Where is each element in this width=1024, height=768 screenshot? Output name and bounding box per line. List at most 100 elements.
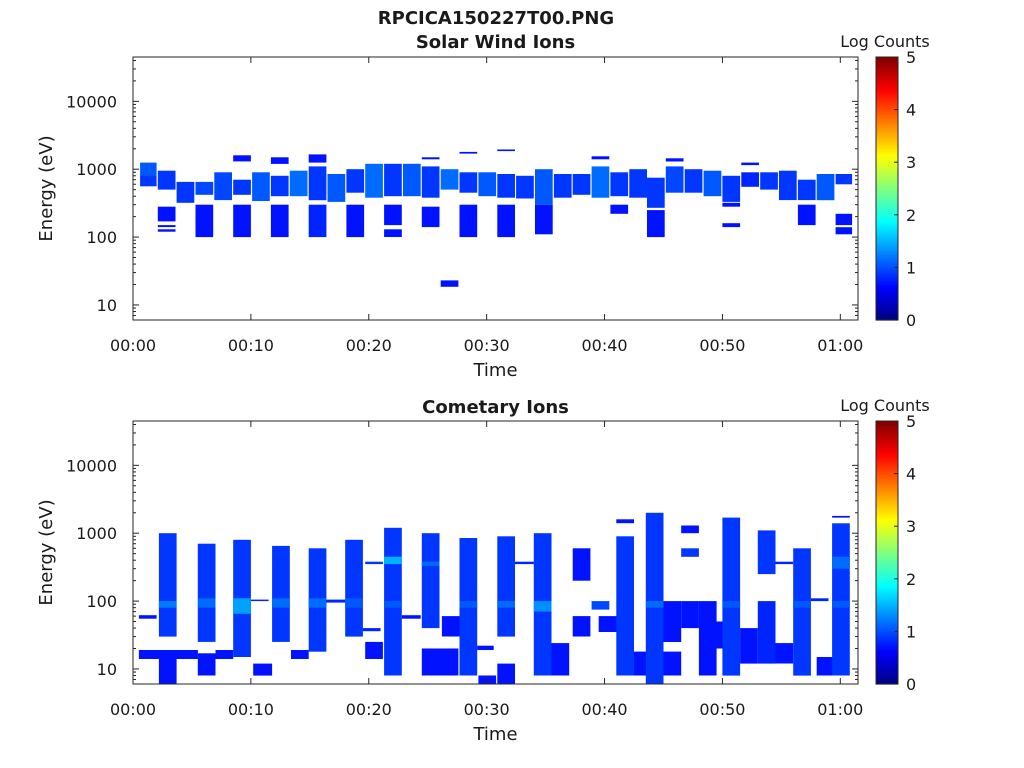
colorbar-band <box>876 116 898 119</box>
heatmap-cell <box>459 172 478 193</box>
colorbar-band <box>876 657 898 661</box>
colorbar-label: Log Counts <box>840 32 930 51</box>
heatmap-cell <box>797 204 816 226</box>
heatmap-cell <box>779 170 797 201</box>
colorbar-band <box>876 616 898 619</box>
heatmap-cell <box>516 175 534 199</box>
colorbar-band <box>876 160 898 163</box>
heatmap-cell <box>140 175 157 187</box>
heatmap-cell <box>572 548 591 581</box>
colorbar-band <box>876 679 898 683</box>
colorbar-band <box>876 440 898 444</box>
heatmap-cell <box>421 206 440 228</box>
heatmap-cells <box>138 512 850 684</box>
heatmap-cell <box>421 561 440 566</box>
heatmap-cell <box>459 151 478 154</box>
colorbar-band <box>876 524 898 527</box>
heatmap-cell <box>665 158 684 162</box>
colorbar-band <box>876 107 898 111</box>
colorbar-band <box>876 515 898 519</box>
colorbar-band <box>876 127 898 130</box>
colorbar-band <box>876 609 898 613</box>
colorbar-band <box>876 175 898 179</box>
colorbar-band <box>876 164 898 168</box>
colorbar-band <box>876 526 898 529</box>
heatmap-cell <box>384 556 402 565</box>
colorbar-band <box>876 677 898 681</box>
colorbar-band <box>876 300 898 304</box>
heatmap-cell <box>421 157 440 160</box>
colorbar-band <box>876 98 898 102</box>
heatmap-cell <box>816 657 835 676</box>
heatmap-cell <box>835 213 853 226</box>
heatmap-cell <box>797 179 816 201</box>
colorbar-band <box>876 113 898 117</box>
colorbar-band <box>876 467 898 470</box>
heatmap-cell <box>345 598 363 608</box>
colorbar-band <box>876 260 898 264</box>
colorbar-band <box>876 653 898 657</box>
heatmap-cell <box>591 156 610 160</box>
heatmap-cell <box>497 174 515 198</box>
colorbar-tick-label: 4 <box>906 101 916 120</box>
colorbar-band <box>876 548 898 551</box>
heatmap-cell <box>327 174 346 202</box>
colorbar-band <box>876 151 898 155</box>
heatmap-cell <box>384 163 402 197</box>
colorbar-band <box>876 67 898 71</box>
colorbar-band <box>876 195 898 198</box>
heatmap-cell <box>775 561 794 565</box>
colorbar-band <box>876 146 898 150</box>
colorbar-tick-label: 3 <box>906 153 916 172</box>
heatmap-cell <box>703 170 722 197</box>
x-tick-label: 00:20 <box>346 336 392 355</box>
heatmap-cell <box>645 601 664 608</box>
colorbar-band <box>876 85 898 89</box>
heatmap-cell <box>793 601 811 608</box>
colorbar-band <box>876 109 898 113</box>
colorbar-band <box>876 517 898 521</box>
heatmap-cell <box>459 204 478 238</box>
colorbar-band <box>876 225 898 229</box>
colorbar-band <box>876 559 898 562</box>
colorbar-band <box>876 635 898 639</box>
colorbar-band <box>876 181 898 185</box>
colorbar-band <box>876 499 898 503</box>
heatmap-cell <box>497 149 515 152</box>
colorbar-band <box>876 598 898 602</box>
colorbar-band <box>876 120 898 124</box>
colorbar-band <box>876 646 898 650</box>
colorbar-band <box>876 289 898 293</box>
colorbar-band <box>876 429 898 433</box>
heatmap-cell <box>832 523 850 676</box>
colorbar-band <box>876 423 898 426</box>
heatmap-cell <box>535 169 553 205</box>
colorbar-band <box>876 221 898 225</box>
colorbar-band <box>876 449 898 453</box>
heatmap-cell <box>138 615 157 619</box>
heatmap-cell <box>346 204 365 238</box>
heatmap-cell <box>441 616 460 637</box>
colorbar-band <box>876 567 898 571</box>
x-tick-label: 00:10 <box>228 336 274 355</box>
heatmap-cell <box>270 175 289 197</box>
colorbar-band <box>876 675 898 679</box>
colorbar-band <box>876 480 898 483</box>
colorbar-band <box>876 572 898 576</box>
colorbar-band <box>876 243 898 247</box>
colorbar-band <box>876 157 898 161</box>
colorbar-band <box>876 484 898 488</box>
colorbar-band <box>876 100 898 104</box>
heatmap-cell <box>272 545 290 642</box>
x-tick-label: 00:20 <box>346 700 392 719</box>
colorbar-band <box>876 662 898 665</box>
colorbar-band <box>876 477 898 481</box>
colorbar-band <box>876 105 898 109</box>
x-tick-label: 00:30 <box>464 700 510 719</box>
heatmap-cell <box>684 169 703 193</box>
colorbar-band <box>876 521 898 525</box>
heatmap-cell <box>681 525 699 534</box>
heatmap-cell <box>722 223 741 228</box>
colorbar-band <box>876 271 898 275</box>
